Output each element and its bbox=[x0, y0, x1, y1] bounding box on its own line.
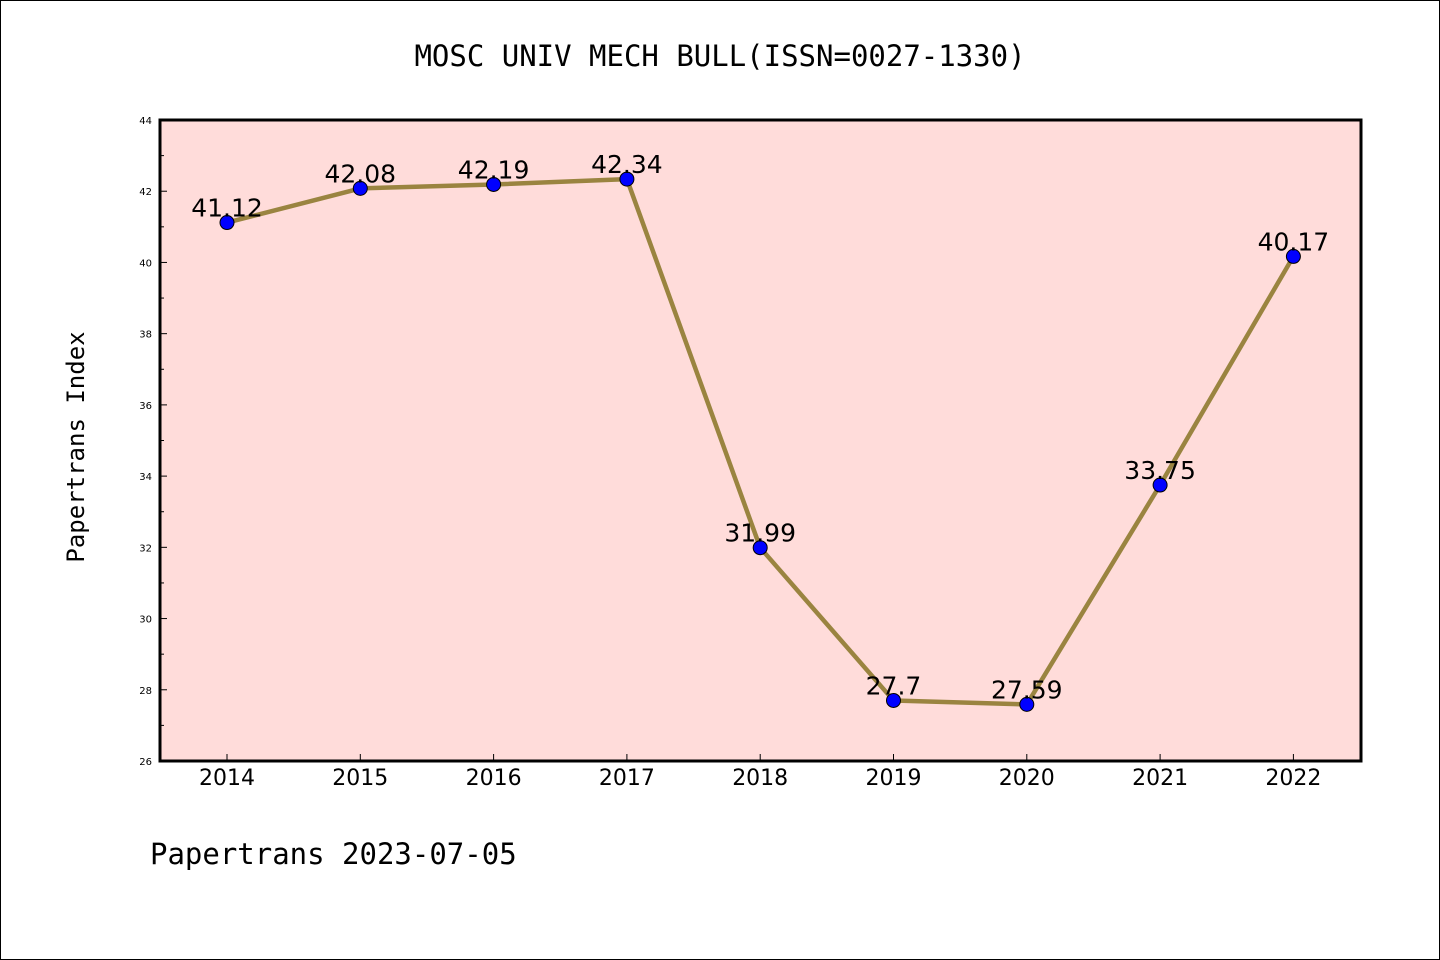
x-tick-label: 2019 bbox=[866, 766, 922, 791]
x-tick-label: 2022 bbox=[1265, 766, 1321, 791]
footer-credit: Papertrans 2023-07-05 bbox=[150, 837, 517, 871]
data-point-marker bbox=[352, 180, 368, 196]
data-label: 33.75 bbox=[1124, 456, 1196, 485]
y-tick-label: 44 bbox=[139, 116, 152, 127]
data-label: 27.7 bbox=[866, 671, 922, 700]
x-tick-label: 2014 bbox=[199, 766, 255, 791]
y-tick-label: 30 bbox=[139, 615, 152, 626]
x-tick-label: 2017 bbox=[599, 766, 655, 791]
y-tick-label: 28 bbox=[139, 686, 152, 697]
y-tick-label: 42 bbox=[139, 187, 152, 198]
plot-area bbox=[158, 118, 1363, 763]
data-label: 27.59 bbox=[991, 675, 1063, 704]
x-tick-label: 2018 bbox=[732, 766, 788, 791]
x-tick-label: 2015 bbox=[332, 766, 388, 791]
data-point-marker bbox=[752, 540, 768, 556]
data-point-marker bbox=[1019, 696, 1035, 712]
data-point-marker bbox=[886, 692, 901, 708]
y-tick-label: 32 bbox=[139, 543, 152, 554]
y-axis: 26 28 30 32 34 36 38 40 42 44 bbox=[139, 116, 167, 768]
data-label: 42.08 bbox=[325, 159, 397, 188]
data-point-marker bbox=[619, 171, 635, 187]
x-axis: 2014 2015 2016 2017 2018 2019 2020 2021 2022 bbox=[199, 754, 1321, 791]
data-label: 31.99 bbox=[724, 519, 796, 548]
y-tick-label: 26 bbox=[139, 757, 152, 768]
x-tick-label: 2020 bbox=[999, 766, 1055, 791]
data-point-marker bbox=[1285, 248, 1301, 264]
y-tick-label: 40 bbox=[139, 258, 152, 269]
y-tick-label: 36 bbox=[139, 401, 152, 412]
data-label: 40.17 bbox=[1258, 227, 1330, 256]
data-labels: 41.12 42.08 42.19 42.34 31.99 27.7 27.59 33.75 4… bbox=[191, 150, 1329, 704]
data-markers bbox=[219, 171, 1301, 712]
data-point-marker bbox=[486, 176, 502, 192]
y-tick-label: 34 bbox=[139, 472, 152, 483]
y-tick-label: 38 bbox=[139, 330, 152, 341]
data-point-marker bbox=[1152, 477, 1168, 493]
data-label: 42.34 bbox=[591, 150, 663, 179]
chart-title: MOSC UNIV MECH BULL(ISSN=0027-1330) bbox=[414, 39, 1025, 73]
x-tick-label: 2021 bbox=[1132, 766, 1188, 791]
data-point-marker bbox=[219, 215, 235, 231]
data-label: 42.19 bbox=[458, 155, 530, 184]
data-label: 41.12 bbox=[191, 194, 263, 223]
x-tick-label: 2016 bbox=[466, 766, 522, 791]
y-axis-label: Papertrans Index bbox=[62, 331, 90, 562]
